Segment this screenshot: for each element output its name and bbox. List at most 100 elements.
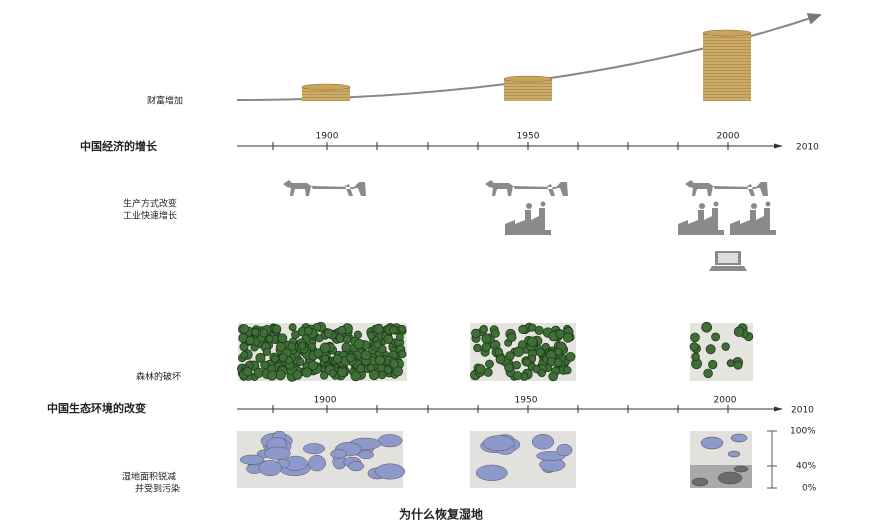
tree — [266, 370, 278, 381]
plow — [713, 182, 768, 196]
plow — [311, 182, 366, 196]
tree — [315, 334, 324, 343]
tree — [262, 347, 272, 357]
tree — [288, 323, 297, 332]
water — [475, 464, 508, 481]
tree — [689, 342, 699, 352]
tree — [471, 328, 481, 339]
tree — [323, 328, 334, 339]
water — [691, 477, 709, 487]
tree — [705, 344, 716, 355]
tree — [733, 360, 743, 370]
coin-top — [503, 75, 553, 83]
tree — [259, 328, 269, 338]
year-label: 2000 — [714, 396, 737, 406]
tree — [389, 359, 399, 369]
production-label: 工业快速增长 — [123, 210, 177, 222]
year-label: 2000 — [717, 132, 740, 142]
water — [700, 436, 724, 450]
tree — [711, 332, 721, 342]
tree — [356, 364, 366, 374]
tree — [703, 368, 713, 379]
tree — [491, 328, 500, 338]
smoke — [526, 203, 532, 209]
water — [730, 433, 748, 443]
tree — [481, 342, 491, 352]
horse-plow-icon — [685, 180, 768, 196]
economy-title: 中国经济的增长 — [80, 139, 158, 153]
tree — [239, 324, 250, 334]
tree — [278, 353, 288, 363]
tree — [332, 354, 343, 364]
tree — [373, 323, 384, 335]
tree — [504, 362, 514, 373]
tree — [506, 332, 517, 343]
tree — [319, 371, 329, 380]
tree — [513, 346, 524, 358]
wetland-label: 湿地面积锐减 — [122, 471, 176, 483]
factory-icon — [505, 201, 551, 235]
tree — [701, 321, 712, 333]
tree — [313, 348, 323, 358]
water — [302, 443, 325, 455]
tree — [494, 347, 504, 357]
horse-plow-icon — [283, 180, 366, 196]
tree — [562, 332, 574, 343]
tree — [383, 334, 394, 345]
tree — [368, 369, 380, 381]
water — [375, 463, 406, 480]
tree — [296, 357, 305, 366]
tree — [518, 324, 528, 334]
tree — [255, 352, 266, 363]
tree — [301, 367, 312, 378]
smoke — [699, 203, 705, 209]
tree — [535, 347, 545, 357]
tree — [265, 334, 274, 343]
tree — [708, 359, 718, 370]
factory — [505, 208, 551, 235]
water — [330, 449, 347, 459]
tree — [512, 360, 521, 370]
tree — [532, 365, 541, 374]
computer-icon — [709, 251, 747, 271]
horse — [283, 180, 311, 196]
tree — [345, 353, 355, 363]
tree — [319, 342, 331, 354]
scale-label: 40% — [796, 462, 816, 472]
tree — [726, 359, 735, 368]
water — [733, 465, 749, 473]
tree — [537, 369, 546, 378]
scale-label: 0% — [802, 484, 817, 494]
water — [308, 454, 326, 472]
tree — [563, 366, 572, 375]
tree — [287, 342, 296, 351]
ecology-title: 中国生态环境的改变 — [47, 401, 146, 415]
coin-stack — [301, 83, 351, 101]
horse — [485, 180, 513, 196]
coin-stack — [503, 75, 553, 101]
tree — [298, 341, 307, 350]
water — [377, 434, 403, 448]
tree — [481, 333, 492, 344]
year-label: 1900 — [314, 396, 337, 406]
tree — [303, 326, 313, 336]
tree — [360, 350, 372, 361]
tree — [526, 336, 538, 347]
tree — [373, 340, 382, 349]
tree — [395, 333, 404, 342]
smoke — [751, 203, 757, 209]
factory-icon — [678, 201, 724, 235]
water — [348, 461, 364, 472]
water — [258, 460, 282, 477]
tree — [353, 338, 365, 350]
horse — [685, 180, 713, 196]
tree — [721, 342, 730, 351]
water — [239, 454, 265, 465]
smoke — [540, 201, 546, 207]
tree — [505, 351, 515, 361]
tree — [485, 359, 494, 369]
tree — [251, 328, 260, 336]
water — [358, 450, 375, 460]
factory — [730, 208, 776, 235]
